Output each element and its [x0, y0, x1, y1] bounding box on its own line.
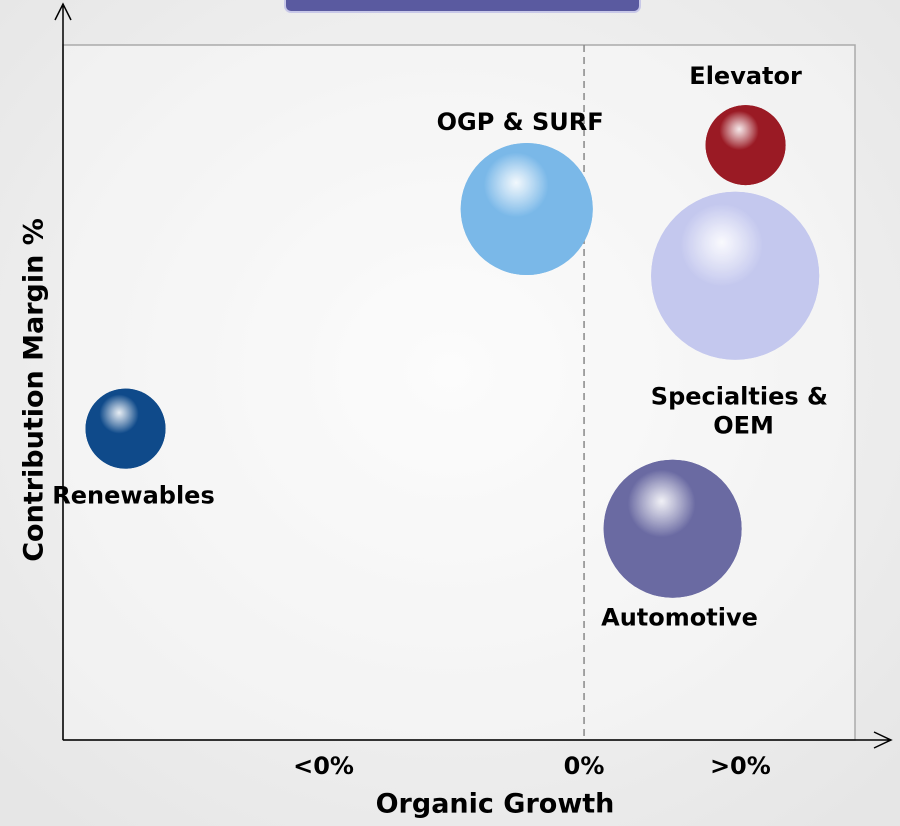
x-axis	[63, 731, 893, 749]
bubble	[651, 191, 820, 360]
x-axis-title: Organic Growth	[376, 789, 615, 820]
bubble-label: Renewables	[52, 482, 214, 510]
bubble	[85, 388, 166, 469]
bubble	[460, 142, 593, 276]
bubble	[705, 105, 786, 186]
bubble	[603, 459, 742, 598]
plot	[85, 45, 820, 740]
bubble-label: Elevator	[689, 62, 802, 90]
x-tick-label: <0%	[293, 752, 354, 780]
y-axis	[54, 2, 72, 740]
title-box	[284, 0, 641, 13]
bubble-label: Automotive	[601, 603, 758, 631]
x-tick-label: >0%	[710, 752, 771, 780]
x-tick-label: 0%	[564, 752, 605, 780]
bubble-label: Specialties & OEM	[651, 383, 837, 440]
y-axis-title: Contribution Margin %	[19, 218, 50, 562]
bubble-label: OGP & SURF	[437, 108, 604, 136]
